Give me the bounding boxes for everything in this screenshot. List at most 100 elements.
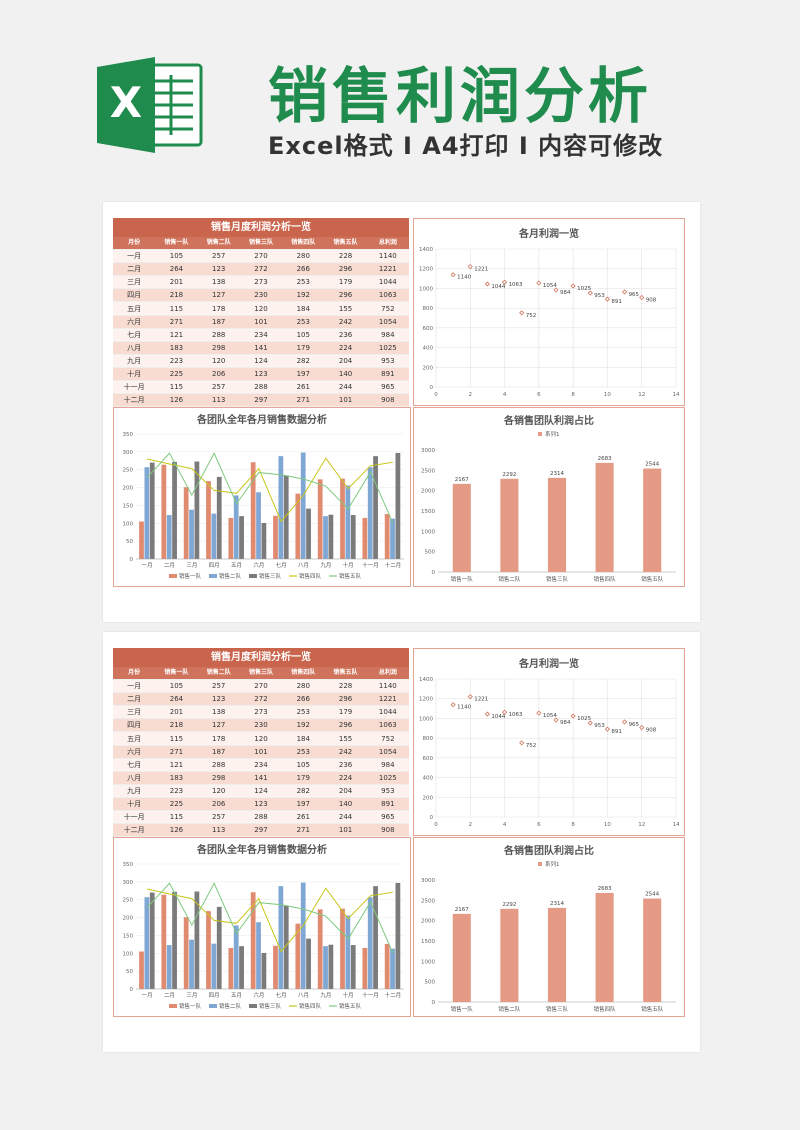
scatter-point bbox=[502, 709, 508, 715]
point-label: 965 bbox=[629, 292, 640, 298]
table-cell: 282 bbox=[282, 784, 325, 798]
table-cell: 184 bbox=[282, 731, 325, 746]
y-tick-label: 1500 bbox=[421, 509, 435, 515]
legend-label: 销售五队 bbox=[339, 572, 362, 580]
point-label: 1221 bbox=[474, 697, 488, 703]
y-tick-label: 200 bbox=[423, 795, 434, 801]
x-tick-label: 九月 bbox=[320, 991, 331, 999]
x-tick-label: 14 bbox=[673, 822, 680, 828]
table-cell: 206 bbox=[197, 797, 240, 812]
table-cell: 179 bbox=[282, 771, 325, 785]
bar-mark bbox=[206, 911, 211, 989]
table-cell: 984 bbox=[366, 328, 409, 342]
bar-mark bbox=[367, 897, 373, 989]
table-cell: 218 bbox=[155, 288, 198, 303]
table-cell: 965 bbox=[366, 810, 409, 825]
table-cell: 126 bbox=[155, 823, 198, 838]
point-label: 1054 bbox=[543, 713, 557, 719]
table-cell: 115 bbox=[155, 810, 198, 825]
x-tick-label: 2 bbox=[469, 392, 473, 398]
point-label: 965 bbox=[629, 722, 640, 728]
x-tick-label: 销售一队 bbox=[451, 575, 474, 583]
point-label: 908 bbox=[646, 727, 657, 733]
table-cell: 1221 bbox=[366, 262, 409, 277]
scatter-point bbox=[502, 279, 508, 285]
x-tick-label: 销售三队 bbox=[546, 1005, 569, 1013]
bar-mark bbox=[295, 923, 301, 989]
table-cell: 121 bbox=[155, 758, 198, 772]
x-tick-label: 销售五队 bbox=[641, 575, 664, 583]
y-tick-label: 3000 bbox=[421, 448, 435, 454]
bar-mark bbox=[323, 946, 328, 989]
y-tick-label: 200 bbox=[123, 916, 134, 922]
table-cell: 138 bbox=[197, 275, 240, 290]
x-tick-label: 2 bbox=[469, 822, 473, 828]
table-cell: 十二月 bbox=[113, 823, 156, 838]
x-tick-label: 销售一队 bbox=[451, 1005, 474, 1013]
bar-mark bbox=[373, 886, 378, 989]
y-tick-label: 50 bbox=[126, 969, 133, 975]
x-tick-label: 销售二队 bbox=[498, 1005, 521, 1013]
table-row: 四月 218 127 230 192 296 1063 bbox=[113, 288, 409, 303]
bar-mark bbox=[384, 514, 390, 559]
bar-mark bbox=[300, 452, 306, 559]
table-cell: 二月 bbox=[113, 262, 156, 277]
table-cell: 187 bbox=[197, 315, 240, 329]
table-cell: 120 bbox=[239, 731, 283, 746]
point-label: 984 bbox=[560, 720, 571, 726]
table-cell: 101 bbox=[324, 393, 367, 408]
x-tick-label: 10 bbox=[604, 822, 611, 828]
x-tick-label: 销售四队 bbox=[594, 575, 617, 583]
table-row: 十一月 115 257 288 261 244 965 bbox=[113, 380, 409, 395]
table-cell: 八月 bbox=[113, 771, 156, 785]
column-header: 总利润 bbox=[366, 667, 409, 681]
bar-mark bbox=[306, 508, 311, 559]
table-cell: 140 bbox=[324, 367, 367, 382]
scatter-panel: 各月利润一览 0 200 400 600 800 1000 1200 1400 0 2 4 6 8 10 12… bbox=[413, 648, 685, 836]
table-cell: 六月 bbox=[113, 315, 156, 329]
bar-mark bbox=[161, 464, 167, 559]
x-tick-label: 三月 bbox=[186, 562, 197, 569]
point-label: 984 bbox=[560, 290, 571, 296]
table-cell: 891 bbox=[366, 367, 409, 382]
x-tick-label: 二月 bbox=[164, 562, 175, 569]
bar-mark bbox=[278, 886, 284, 989]
table-cell: 123 bbox=[197, 692, 240, 707]
table-row: 七月 121 288 234 105 236 984 bbox=[113, 758, 409, 772]
scatter-point bbox=[484, 711, 490, 717]
bar-mark bbox=[183, 917, 189, 989]
bar-mark bbox=[500, 908, 519, 1002]
table-cell: 965 bbox=[366, 380, 409, 395]
bar-mark bbox=[345, 485, 351, 559]
x-tick-label: 销售五队 bbox=[641, 1005, 664, 1013]
legend-swatch bbox=[538, 862, 542, 866]
y-tick-label: 0 bbox=[432, 1000, 436, 1006]
bar-mark bbox=[340, 478, 345, 559]
x-tick-label: 五月 bbox=[231, 992, 242, 999]
data-label: 2314 bbox=[550, 901, 564, 907]
bar-mark bbox=[172, 461, 177, 559]
bar-mark bbox=[283, 475, 289, 559]
column-header: 销售四队 bbox=[282, 237, 325, 251]
legend-label: 销售五队 bbox=[339, 1002, 362, 1010]
data-label: 2544 bbox=[645, 462, 659, 468]
table-cell: 101 bbox=[239, 315, 283, 329]
table-cell: 127 bbox=[197, 288, 240, 303]
x-tick-label: 8 bbox=[571, 392, 575, 398]
table-cell: 257 bbox=[197, 380, 240, 395]
table-cell: 五月 bbox=[113, 731, 156, 746]
x-tick-label: 八月 bbox=[298, 562, 309, 569]
bar-mark bbox=[547, 477, 567, 572]
scatter-point bbox=[570, 283, 576, 289]
scatter-point bbox=[570, 713, 576, 719]
x-tick-label: 销售四队 bbox=[594, 1005, 617, 1013]
y-tick-label: 800 bbox=[423, 306, 434, 312]
sheet-copy-1: 销售月度利润分析一览 月份 销售一队 销售二队 销售三队 销售四队 销售五队 总利润 一月 105… bbox=[103, 202, 700, 622]
table-row: 三月 201 138 273 253 179 1044 bbox=[113, 275, 409, 290]
table-cell: 183 bbox=[155, 341, 198, 355]
table-cell: 1063 bbox=[366, 718, 409, 733]
table-cell: 752 bbox=[366, 301, 409, 316]
legend-label: 销售一队 bbox=[179, 572, 202, 580]
table-title: 销售月度利润分析一览 bbox=[113, 218, 409, 237]
table-cell: 十月 bbox=[113, 367, 156, 382]
